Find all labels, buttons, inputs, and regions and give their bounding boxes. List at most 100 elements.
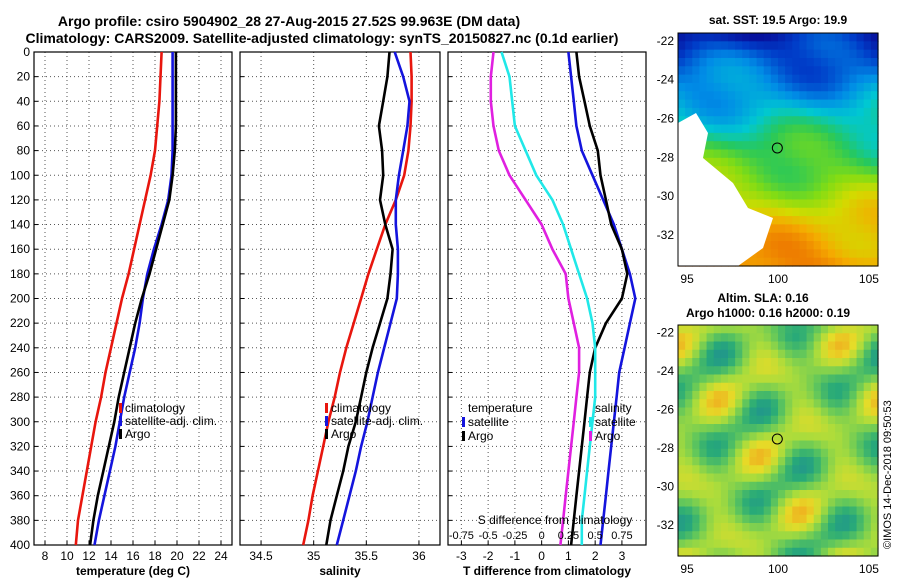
map-cell [835,498,843,508]
map-cell [792,174,801,184]
map-cell [735,498,743,508]
map-cell [828,49,836,59]
map-cell [792,490,801,499]
map-cell [742,257,751,267]
map-cell [699,349,708,359]
map-cell [749,149,758,159]
map-cell [856,216,865,225]
map-cell [799,57,808,67]
map-cell [792,257,801,267]
map-cell [870,33,879,42]
y-tick-label: 340 [10,464,30,478]
y-tick-label: 280 [10,390,30,404]
map-cell [813,457,822,466]
map-cell [806,366,815,376]
map-cell [685,66,693,76]
map-cell [756,465,765,475]
map-cell [820,124,829,134]
map-cell [735,440,743,450]
map-cell [835,216,843,225]
map-cell [735,539,743,549]
map-cell [756,547,765,557]
map-cell [842,415,851,425]
map-cell [849,166,858,176]
map-cell [820,506,829,516]
map-cell [863,374,872,384]
map-cell [828,391,836,400]
map-cell [828,539,836,549]
map-cell [685,82,693,92]
map-cell [806,41,815,51]
map-cell [678,473,686,483]
map-cell [770,440,779,450]
map-cell [835,41,843,51]
map-cell [792,191,801,201]
map-cell [756,141,765,151]
map-cell [742,33,751,42]
map-cell [856,490,865,499]
y-tick-label: 0 [23,45,30,59]
map-cell [820,465,829,475]
map-cell [813,531,822,541]
map-cell [720,366,729,376]
map-cell [785,341,793,351]
map-cell [778,82,786,92]
map-cell [763,191,772,201]
map-x-tick-label: 105 [859,562,879,576]
map-cell [756,366,765,376]
map-cell [792,116,801,126]
map-cell [856,547,865,557]
map-cell [706,531,715,541]
map-cell [692,523,701,532]
map-cell [713,523,722,532]
map-cell [785,249,793,259]
map-cell [706,465,715,475]
map-cell [806,33,815,42]
map-frame [677,324,879,557]
map-cell [828,341,836,351]
map-cell [785,199,793,209]
map-cell [728,465,736,475]
map-cell [806,82,815,92]
map-y-tick-label: -24 [657,73,675,87]
map-cell [699,82,708,92]
map-cell [849,241,858,250]
map-cell [720,124,729,134]
map-cell [742,116,751,126]
map-cell [749,349,758,359]
map-cell [792,99,801,109]
map-cell [849,341,858,351]
map-cell [778,440,786,450]
map-y-tick-label: -24 [657,364,675,378]
map-cell [785,366,793,376]
map-cell [828,432,836,442]
map-cell [778,224,786,234]
map-cell [870,124,879,134]
map-cell [692,49,701,59]
map-cell [770,473,779,483]
map-cell [678,531,686,541]
map-cell [820,366,829,376]
map-cell [763,440,772,450]
map-cell [770,415,779,425]
map-cell [835,415,843,425]
map-cell [863,415,872,425]
map-cell [749,116,758,126]
y-tick-label: 100 [10,168,30,182]
map-cell [813,506,822,516]
map-cell [749,57,758,67]
map-cell [749,49,758,59]
map-cell [835,432,843,442]
map-cell [778,66,786,76]
map-cell [799,166,808,176]
map-cell [749,199,758,209]
map-cell [863,216,872,225]
map-cell [835,174,843,184]
map-cell [835,241,843,250]
map-cell [820,349,829,359]
map-cell [678,91,686,101]
map-cell [856,66,865,76]
map-cell [728,99,736,109]
map-cell [813,523,822,532]
map-cell [856,232,865,242]
